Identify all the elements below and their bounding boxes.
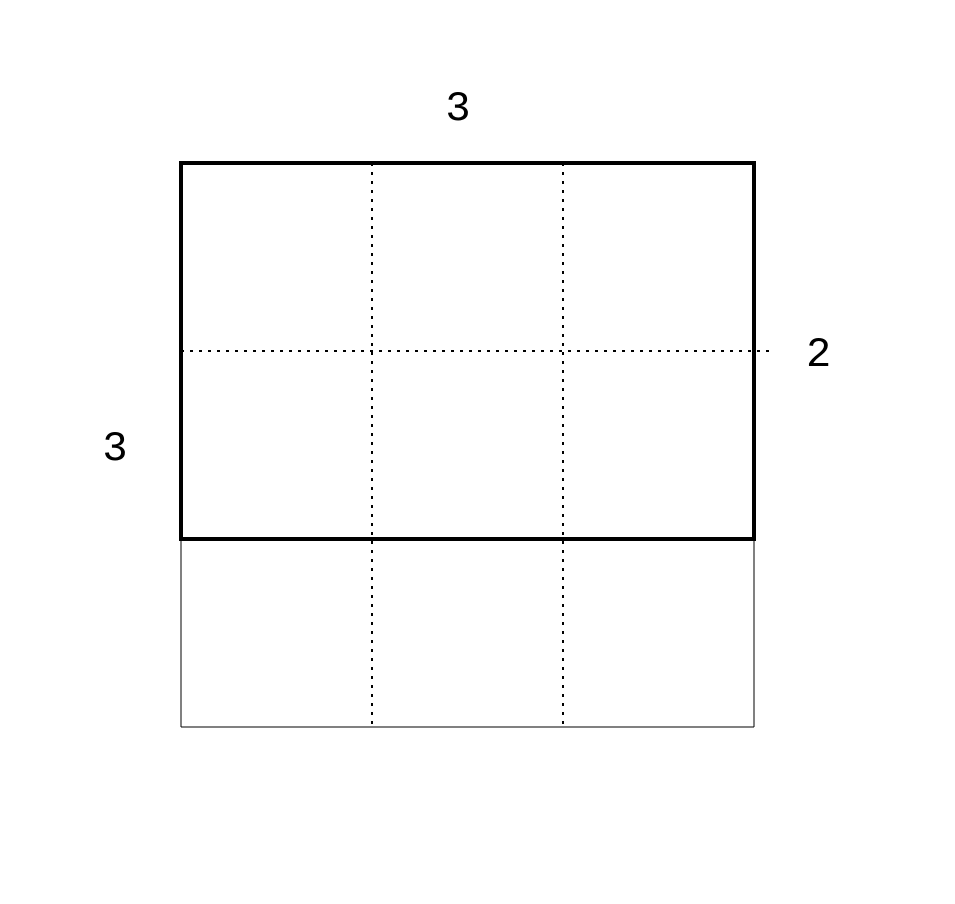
label-right: 2 — [806, 331, 831, 379]
label-left: 3 — [102, 425, 127, 473]
grid-diagram: 3 2 3 — [0, 0, 955, 900]
label-top: 3 — [445, 85, 470, 133]
diagram-svg: 3 2 3 — [0, 0, 955, 900]
